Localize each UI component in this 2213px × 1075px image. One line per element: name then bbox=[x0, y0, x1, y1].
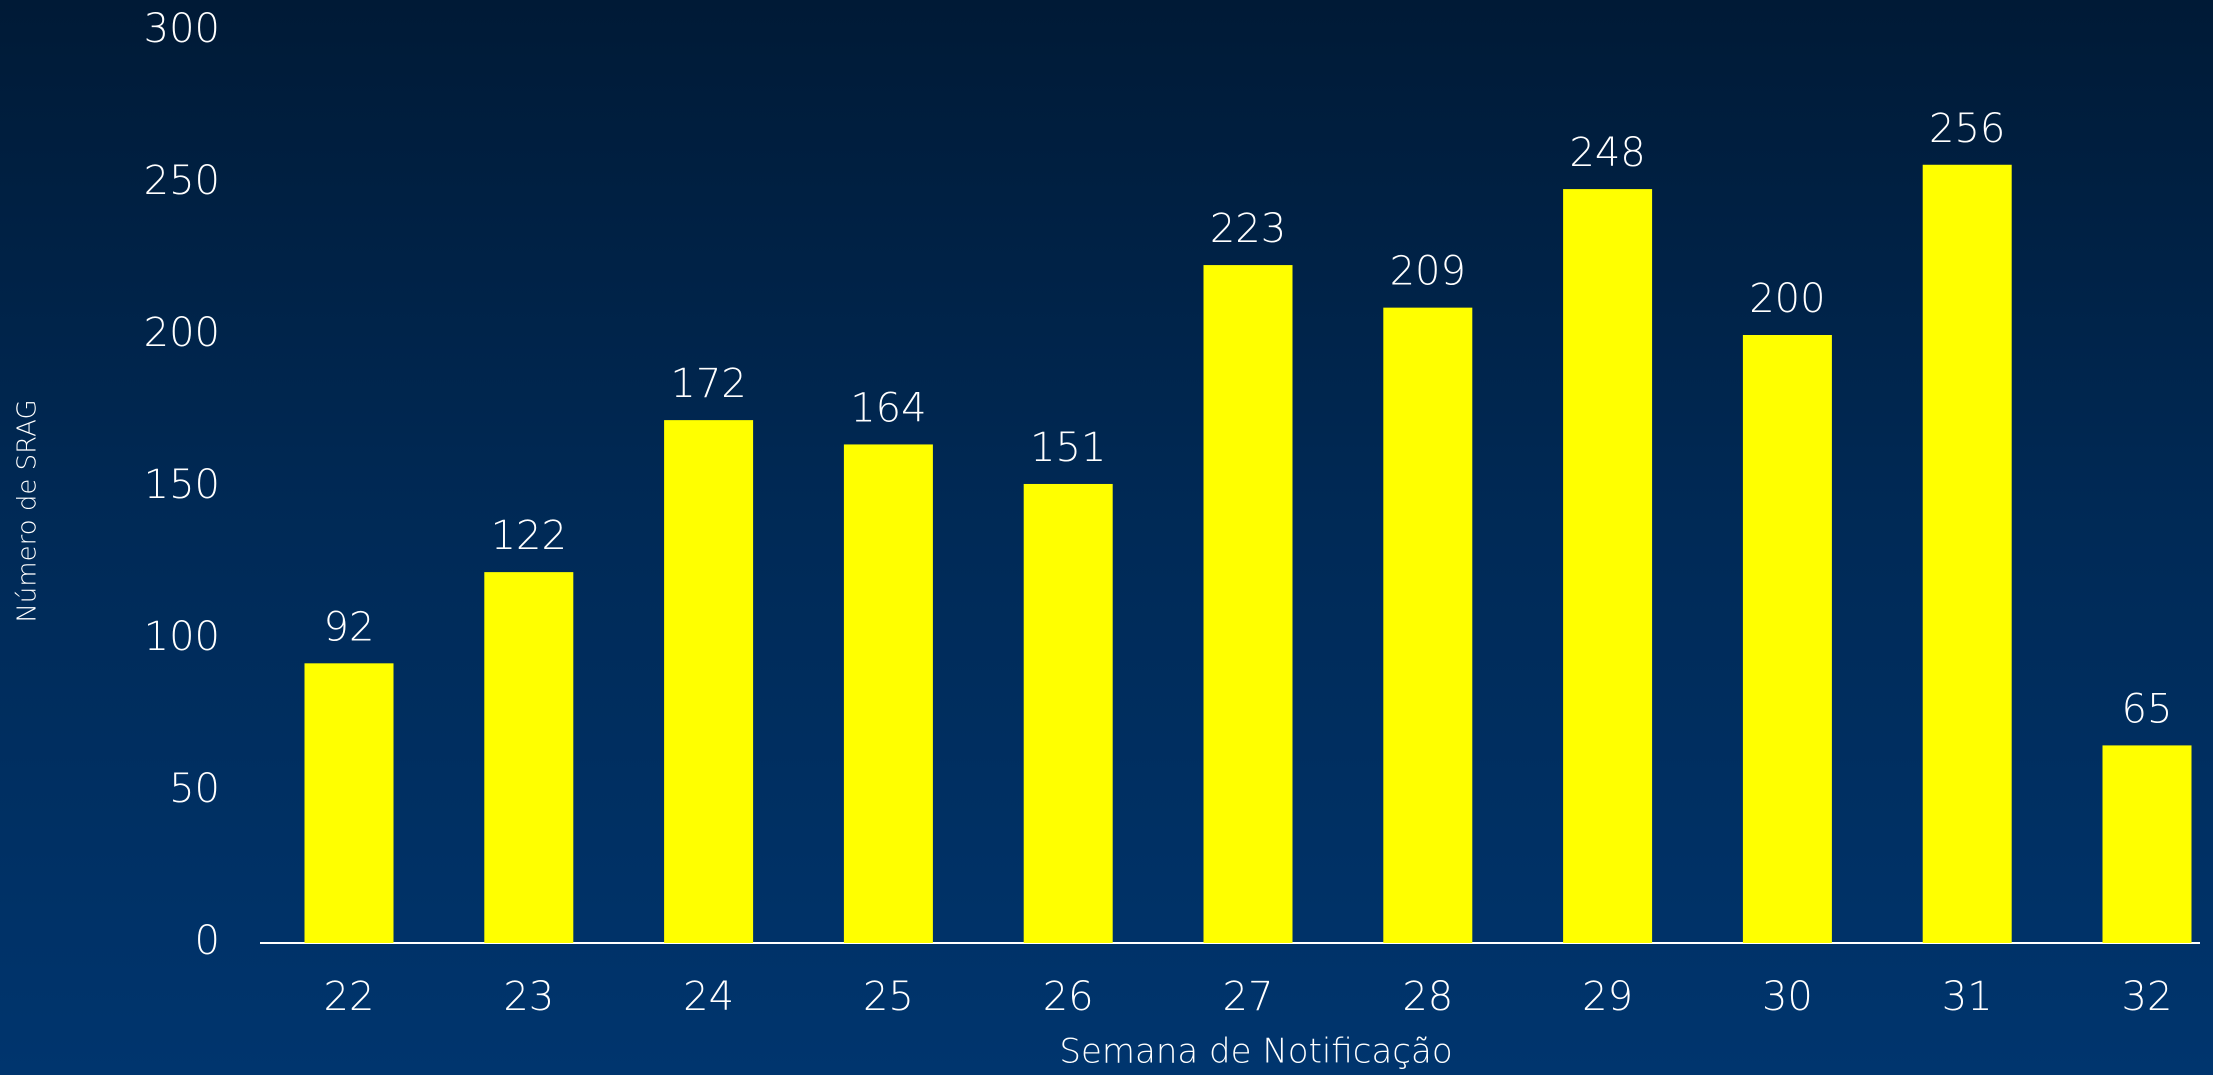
value-label: 92 bbox=[324, 604, 375, 650]
bar bbox=[1023, 483, 1113, 943]
value-label: 256 bbox=[1929, 106, 2005, 152]
x-tick-label: 29 bbox=[1582, 974, 1633, 1020]
bar bbox=[1922, 164, 2012, 943]
value-label: 248 bbox=[1569, 130, 1645, 176]
value-label: 65 bbox=[2122, 686, 2173, 732]
value-label: 172 bbox=[670, 361, 746, 407]
x-tick-label: 32 bbox=[2122, 974, 2173, 1020]
x-tick-label: 27 bbox=[1223, 974, 1274, 1020]
value-label: 223 bbox=[1210, 206, 1286, 252]
value-label: 200 bbox=[1749, 276, 1825, 322]
y-axis-title: Número de SRAG bbox=[13, 399, 43, 622]
bar bbox=[304, 663, 394, 943]
y-tick-label: 300 bbox=[144, 6, 220, 52]
x-tick-label: 25 bbox=[863, 974, 914, 1020]
x-tick-label: 30 bbox=[1762, 974, 1813, 1020]
bar bbox=[1203, 265, 1293, 944]
value-label: 209 bbox=[1390, 249, 1466, 295]
y-tick-label: 250 bbox=[144, 158, 220, 204]
x-tick-label: 23 bbox=[503, 974, 554, 1020]
bar bbox=[1383, 307, 1473, 943]
y-tick-label: 150 bbox=[144, 462, 220, 508]
x-axis-title: Semana de Notificação bbox=[1059, 1032, 1452, 1072]
bar bbox=[2102, 745, 2192, 943]
x-tick-label: 28 bbox=[1402, 974, 1453, 1020]
y-tick-label: 50 bbox=[169, 766, 220, 812]
bar bbox=[664, 420, 754, 943]
value-label: 164 bbox=[850, 385, 926, 431]
y-tick-label: 200 bbox=[144, 310, 220, 356]
bar bbox=[484, 572, 574, 943]
bar bbox=[1563, 189, 1653, 943]
y-tick-label: 0 bbox=[195, 918, 220, 964]
bar bbox=[1742, 335, 1832, 943]
bar bbox=[843, 444, 933, 943]
value-label: 122 bbox=[491, 513, 567, 559]
value-label: 151 bbox=[1030, 425, 1106, 471]
x-tick-label: 31 bbox=[1942, 974, 1993, 1020]
x-tick-label: 26 bbox=[1043, 974, 1094, 1020]
x-tick-label: 24 bbox=[683, 974, 734, 1020]
y-tick-label: 100 bbox=[144, 614, 220, 660]
x-tick-label: 22 bbox=[324, 974, 375, 1020]
